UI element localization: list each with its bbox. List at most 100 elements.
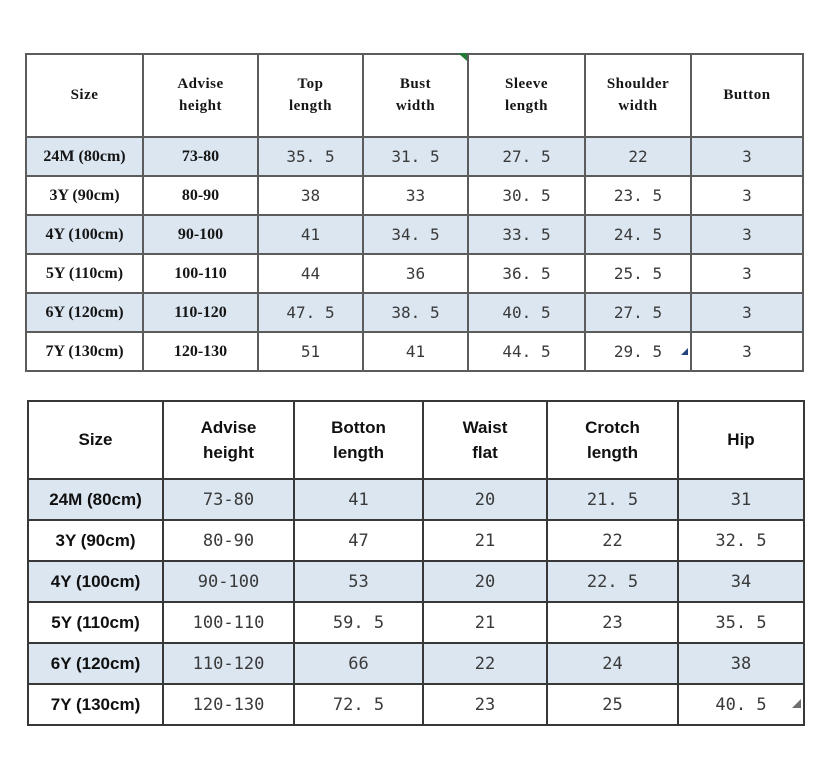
header-sleeve-length: Sleeve length bbox=[467, 53, 586, 138]
header-hip: Hip bbox=[677, 400, 805, 480]
cell-advise-height: 73-80 bbox=[142, 136, 259, 177]
table-row: 24M (80cm) 73-80 41 20 21. 5 31 bbox=[27, 478, 805, 521]
cell-crotch-length: 23 bbox=[546, 601, 679, 644]
cell-crotch-length: 25 bbox=[546, 683, 679, 726]
cell-hip: 31 bbox=[677, 478, 805, 521]
cell-size: 5Y (110cm) bbox=[25, 253, 144, 294]
cell-hip: 34 bbox=[677, 560, 805, 603]
cell-top-length: 41 bbox=[257, 214, 364, 255]
cell-bust-width: 34. 5 bbox=[362, 214, 469, 255]
pants-size-chart-table: Size Advise height Botton length Waist f… bbox=[27, 400, 805, 726]
table-header-row: Size Advise height Botton length Waist f… bbox=[27, 400, 805, 480]
cell-size: 3Y (90cm) bbox=[27, 519, 164, 562]
cell-button: 3 bbox=[690, 175, 804, 216]
table-row: 3Y (90cm) 80-90 38 33 30. 5 23. 5 3 bbox=[25, 175, 804, 216]
green-corner-marker bbox=[458, 53, 467, 61]
table-row: 4Y (100cm) 90-100 53 20 22. 5 34 bbox=[27, 560, 805, 603]
cell-botton-length: 41 bbox=[293, 478, 424, 521]
cell-sleeve-length: 33. 5 bbox=[467, 214, 586, 255]
header-crotch-length: Crotch length bbox=[546, 400, 679, 480]
cell-top-length: 44 bbox=[257, 253, 364, 294]
cell-waist-flat: 20 bbox=[422, 478, 548, 521]
cell-advise-height: 73-80 bbox=[162, 478, 295, 521]
cell-shoulder-width: 25. 5 bbox=[584, 253, 692, 294]
cell-advise-height: 80-90 bbox=[162, 519, 295, 562]
cell-crotch-length: 21. 5 bbox=[546, 478, 679, 521]
cell-size: 24M (80cm) bbox=[25, 136, 144, 177]
table-row: 6Y (120cm) 110-120 47. 5 38. 5 40. 5 27.… bbox=[25, 292, 804, 333]
cell-size: 4Y (100cm) bbox=[27, 560, 164, 603]
header-advise-height: Advise height bbox=[162, 400, 295, 480]
cell-bust-width: 41 bbox=[362, 331, 469, 372]
cell-button: 3 bbox=[690, 253, 804, 294]
cell-sleeve-length: 27. 5 bbox=[467, 136, 586, 177]
cell-button: 3 bbox=[690, 331, 804, 372]
cell-sleeve-length: 44. 5 bbox=[467, 331, 586, 372]
cell-advise-height: 90-100 bbox=[162, 560, 295, 603]
table-row: 5Y (110cm) 100-110 59. 5 21 23 35. 5 bbox=[27, 601, 805, 644]
cell-top-length: 35. 5 bbox=[257, 136, 364, 177]
cell-size: 6Y (120cm) bbox=[25, 292, 144, 333]
cell-advise-height: 120-130 bbox=[162, 683, 295, 726]
header-waist-flat: Waist flat bbox=[422, 400, 548, 480]
cell-hip: 40. 5 bbox=[677, 683, 805, 726]
header-top-length: Top length bbox=[257, 53, 364, 138]
cell-botton-length: 47 bbox=[293, 519, 424, 562]
cell-bust-width: 31. 5 bbox=[362, 136, 469, 177]
header-bust-width: Bust width bbox=[362, 53, 469, 138]
cell-advise-height: 110-120 bbox=[162, 642, 295, 685]
cell-size: 4Y (100cm) bbox=[25, 214, 144, 255]
cell-waist-flat: 22 bbox=[422, 642, 548, 685]
shirt-size-chart-table: Size Advise height Top length Bust width… bbox=[25, 53, 804, 372]
table-row: 6Y (120cm) 110-120 66 22 24 38 bbox=[27, 642, 805, 685]
cell-shoulder-width: 23. 5 bbox=[584, 175, 692, 216]
cell-advise-height: 100-110 bbox=[162, 601, 295, 644]
header-size: Size bbox=[27, 400, 164, 480]
cell-button: 3 bbox=[690, 292, 804, 333]
table-row: 24M (80cm) 73-80 35. 5 31. 5 27. 5 22 3 bbox=[25, 136, 804, 177]
cell-sleeve-length: 36. 5 bbox=[467, 253, 586, 294]
cell-top-length: 38 bbox=[257, 175, 364, 216]
cell-hip: 35. 5 bbox=[677, 601, 805, 644]
cell-top-length: 51 bbox=[257, 331, 364, 372]
cell-size: 7Y (130cm) bbox=[25, 331, 144, 372]
cell-waist-flat: 20 bbox=[422, 560, 548, 603]
cell-button: 3 bbox=[690, 214, 804, 255]
cell-size: 6Y (120cm) bbox=[27, 642, 164, 685]
cell-size: 5Y (110cm) bbox=[27, 601, 164, 644]
cell-botton-length: 53 bbox=[293, 560, 424, 603]
cell-advise-height: 100-110 bbox=[142, 253, 259, 294]
cell-hip: 38 bbox=[677, 642, 805, 685]
cell-advise-height: 90-100 bbox=[142, 214, 259, 255]
cell-size: 24M (80cm) bbox=[27, 478, 164, 521]
cell-button: 3 bbox=[690, 136, 804, 177]
table-row: 4Y (100cm) 90-100 41 34. 5 33. 5 24. 5 3 bbox=[25, 214, 804, 255]
cell-advise-height: 80-90 bbox=[142, 175, 259, 216]
cell-shoulder-width: 27. 5 bbox=[584, 292, 692, 333]
cell-shoulder-width: 22 bbox=[584, 136, 692, 177]
table-row: 7Y (130cm) 120-130 51 41 44. 5 29. 5 3 bbox=[25, 331, 804, 372]
cell-size: 3Y (90cm) bbox=[25, 175, 144, 216]
cell-advise-height: 110-120 bbox=[142, 292, 259, 333]
header-shoulder-width: Shoulder width bbox=[584, 53, 692, 138]
table-row: 3Y (90cm) 80-90 47 21 22 32. 5 bbox=[27, 519, 805, 562]
cell-bust-width: 38. 5 bbox=[362, 292, 469, 333]
cell-size: 7Y (130cm) bbox=[27, 683, 164, 726]
blue-corner-marker bbox=[681, 348, 688, 355]
header-button: Button bbox=[690, 53, 804, 138]
cell-top-length: 47. 5 bbox=[257, 292, 364, 333]
header-size: Size bbox=[25, 53, 144, 138]
cell-bust-width: 33 bbox=[362, 175, 469, 216]
cell-shoulder-width: 29. 5 bbox=[584, 331, 692, 372]
cell-hip: 32. 5 bbox=[677, 519, 805, 562]
header-botton-length: Botton length bbox=[293, 400, 424, 480]
cell-waist-flat: 21 bbox=[422, 519, 548, 562]
cell-advise-height: 120-130 bbox=[142, 331, 259, 372]
cell-crotch-length: 22. 5 bbox=[546, 560, 679, 603]
header-advise-height: Advise height bbox=[142, 53, 259, 138]
cell-sleeve-length: 40. 5 bbox=[467, 292, 586, 333]
cell-crotch-length: 22 bbox=[546, 519, 679, 562]
table-header-row: Size Advise height Top length Bust width… bbox=[25, 53, 804, 138]
cell-crotch-length: 24 bbox=[546, 642, 679, 685]
cell-shoulder-width: 24. 5 bbox=[584, 214, 692, 255]
